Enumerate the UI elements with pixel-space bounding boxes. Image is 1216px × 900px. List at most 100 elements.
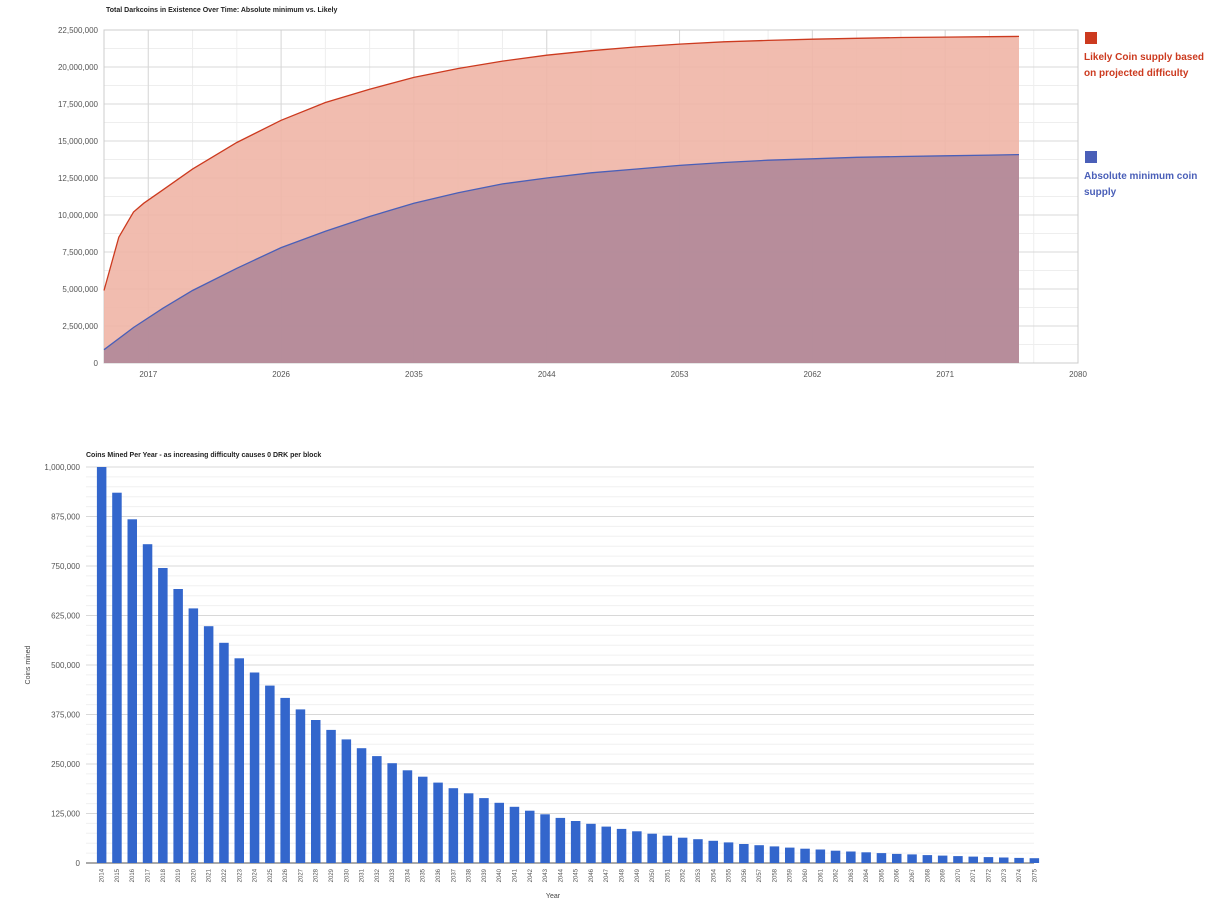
x-tick-label: 2034 [406, 868, 412, 882]
y-tick-label: 20,000,000 [58, 63, 99, 72]
bar-2037 [448, 788, 459, 863]
x-tick-label: 2056 [742, 868, 748, 882]
y-tick-label: 22,500,000 [58, 26, 99, 35]
bar-2053 [693, 839, 703, 863]
x-tick-label: 2065 [880, 868, 886, 882]
x-tick-label: 2043 [543, 868, 549, 882]
y-tick-label: 625,000 [51, 612, 80, 621]
bar-2047 [601, 826, 611, 863]
bar-2071 [968, 856, 978, 863]
bar-2052 [677, 837, 688, 863]
bar-2026 [280, 697, 290, 863]
bar-2072 [983, 857, 994, 863]
bar-2040 [494, 802, 504, 863]
area-fill-series-1 [104, 154, 1019, 363]
bar-2060 [800, 848, 810, 863]
x-tick-label: 2040 [497, 868, 503, 882]
x-tick-label: 2024 [253, 868, 259, 882]
bar-2024 [249, 672, 260, 863]
area-chart-title: Total Darkcoins in Existence Over Time: … [106, 7, 337, 14]
x-tick-label: 2058 [772, 868, 778, 882]
x-tick-label: 2062 [803, 370, 821, 379]
y-tick-label: 12,500,000 [58, 174, 99, 183]
bar-chart-title: Coins Mined Per Year - as increasing dif… [86, 452, 321, 459]
area-chart-series [103, 35, 1020, 364]
x-tick-label: 2054 [711, 868, 717, 882]
bar-2075 [1029, 858, 1040, 863]
bar-2074 [1014, 857, 1024, 863]
legend-swatch-1 [1085, 151, 1097, 163]
x-tick-label: 2041 [513, 868, 519, 882]
x-tick-label: 2015 [115, 868, 121, 882]
x-tick-label: 2057 [757, 868, 763, 882]
x-tick-label: 2047 [604, 868, 610, 882]
x-tick-label: 2046 [589, 868, 595, 882]
x-tick-label: 2016 [130, 868, 136, 882]
bar-2030 [341, 739, 352, 863]
x-tick-label: 2035 [421, 868, 427, 882]
bar-2073 [999, 857, 1009, 863]
x-tick-label: 2039 [482, 868, 488, 882]
bar-2021 [203, 626, 214, 863]
x-tick-label: 2050 [650, 868, 656, 882]
bar-2049 [632, 831, 642, 863]
x-tick-label: 2036 [436, 868, 442, 882]
bar-2058 [769, 846, 780, 863]
y-tick-label: 5,000,000 [62, 285, 98, 294]
y-tick-label: 2,500,000 [62, 322, 98, 331]
bar-2017 [142, 544, 153, 863]
bar-2015 [112, 492, 122, 863]
bar-2055 [723, 842, 734, 863]
bar-2028 [311, 720, 321, 863]
bar-2066 [892, 853, 902, 863]
bar-2062 [830, 850, 841, 863]
x-tick-label: 2035 [405, 370, 423, 379]
bar-2048 [616, 828, 627, 863]
bar-2019 [173, 589, 183, 863]
legend-label-1: Absolute minimum coin supply [1084, 171, 1197, 198]
x-tick-label: 2031 [360, 868, 366, 882]
bar-2036 [433, 782, 443, 863]
bar-2038 [463, 793, 474, 863]
bar-2025 [265, 685, 275, 863]
x-tick-label: 2067 [910, 868, 916, 882]
x-tick-label: 2074 [1017, 868, 1023, 882]
bar-chart-y-ticks: 0 125,000 250,000 375,000 500,000 625,000 750,… [44, 463, 80, 868]
x-tick-label: 2062 [834, 868, 840, 882]
bar-chart-y-axis-title: Coins mined [25, 645, 32, 684]
x-tick-label: 2027 [298, 868, 304, 882]
x-tick-label: 2053 [671, 370, 689, 379]
x-tick-label: 2064 [864, 868, 870, 882]
x-tick-label: 2069 [941, 868, 947, 882]
area-chart-x-ticks: 2017 2026 2035 2044 2053 2062 2071 2080 [139, 370, 1087, 379]
x-tick-label: 2052 [681, 868, 687, 882]
x-tick-label: 2018 [161, 868, 167, 882]
bar-2070 [953, 856, 963, 863]
legend-swatch-0 [1085, 32, 1097, 44]
x-tick-label: 2061 [818, 868, 824, 882]
supply-area-chart: Total Darkcoins in Existence Over Time: … [58, 7, 1204, 379]
bar-2033 [387, 763, 397, 863]
bar-2054 [708, 840, 718, 863]
bar-2044 [555, 817, 566, 863]
x-tick-label: 2051 [665, 868, 671, 882]
x-tick-label: 2048 [620, 868, 626, 882]
area-chart-legend: Likely Coin supply based on projected dif… [1084, 32, 1204, 198]
y-tick-label: 15,000,000 [58, 137, 99, 146]
mined-per-year-bar-chart: Coins Mined Per Year - as increasing dif… [25, 452, 1040, 900]
x-tick-label: 2073 [1002, 868, 1008, 882]
bar-chart-x-ticks: 2014 2015 2016 2017 2018 2019 2020 2021 2022 2023… [100, 868, 1039, 882]
x-tick-label: 2066 [895, 868, 901, 882]
bar-2064 [861, 852, 871, 863]
y-tick-label: 1,000,000 [44, 463, 80, 472]
bar-2014 [96, 467, 107, 863]
x-tick-label: 2080 [1069, 370, 1087, 379]
bar-chart-x-axis-title: Year [546, 893, 561, 900]
legend-label-line: Absolute minimum coin [1084, 171, 1197, 182]
x-tick-label: 2030 [344, 868, 350, 882]
x-tick-label: 2042 [528, 868, 534, 882]
x-tick-label: 2053 [696, 868, 702, 882]
x-tick-label: 2026 [272, 370, 290, 379]
y-tick-label: 250,000 [51, 760, 80, 769]
area-line-series-1 [103, 153, 1020, 351]
